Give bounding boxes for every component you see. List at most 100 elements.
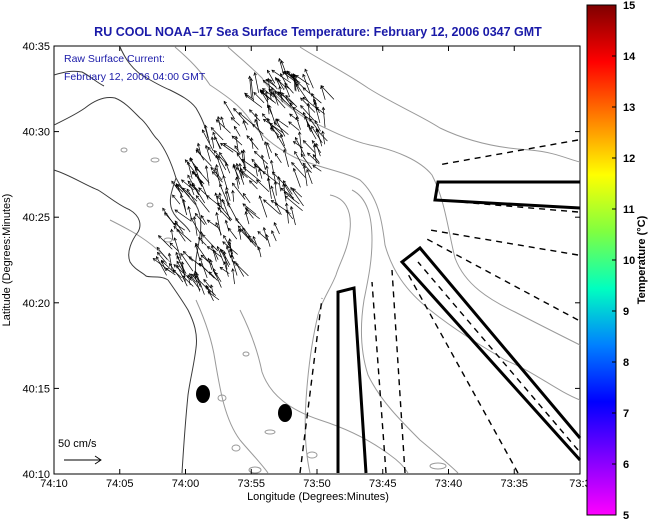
current-vector xyxy=(256,179,270,193)
current-vector-head xyxy=(156,255,160,260)
current-vector xyxy=(230,117,240,126)
current-vector-head xyxy=(216,195,220,200)
current-vector xyxy=(273,222,280,235)
current-vector xyxy=(288,121,300,131)
current-vector-head xyxy=(314,120,318,124)
current-vector xyxy=(312,154,320,163)
current-vector xyxy=(286,203,289,224)
current-vector-head xyxy=(241,171,245,175)
current-vector xyxy=(290,206,296,226)
radial-dashed-lines xyxy=(299,139,579,474)
current-vector xyxy=(219,192,222,208)
current-vector xyxy=(266,142,272,153)
current-vector-head xyxy=(204,165,209,169)
current-vector-head xyxy=(264,90,269,95)
current-vector xyxy=(249,109,261,122)
x-tick-label: 73:55 xyxy=(237,478,265,490)
current-vector xyxy=(285,95,298,108)
current-vector-head xyxy=(199,257,203,262)
current-vector-head xyxy=(233,107,237,112)
current-vector xyxy=(194,166,210,184)
current-vector-head xyxy=(182,275,186,279)
current-vector-head xyxy=(217,202,221,206)
current-vector xyxy=(158,235,173,250)
current-vector xyxy=(236,177,239,189)
current-vector xyxy=(221,249,231,266)
x-tick-label: 74:10 xyxy=(40,478,68,490)
current-vector-head xyxy=(174,209,179,213)
current-vector xyxy=(182,275,194,287)
current-vector xyxy=(281,60,289,80)
current-vector-head xyxy=(295,75,299,79)
current-vector-head xyxy=(292,107,297,111)
current-vector-head xyxy=(281,91,285,96)
current-vector-head xyxy=(284,85,288,89)
current-vector-head xyxy=(184,159,189,163)
current-vector-head xyxy=(277,78,281,83)
current-vector xyxy=(203,279,212,289)
x-tick-label: 73:45 xyxy=(369,478,397,490)
current-vector-head xyxy=(190,217,194,221)
current-vector-head xyxy=(275,202,279,206)
current-vector-head xyxy=(196,142,201,147)
current-vector xyxy=(254,119,264,141)
current-vector-head xyxy=(224,190,229,195)
current-vector xyxy=(171,180,183,195)
current-vector xyxy=(174,237,182,261)
current-vector-head xyxy=(302,73,306,78)
current-vector-head xyxy=(211,171,216,175)
current-vector xyxy=(300,105,317,123)
contour-blobs xyxy=(120,147,447,474)
current-vector-head xyxy=(274,152,279,157)
current-vector xyxy=(228,228,238,240)
current-vector xyxy=(231,135,243,146)
current-vector-head xyxy=(222,250,227,255)
current-vector xyxy=(274,181,277,196)
current-vector-head xyxy=(269,79,273,83)
current-vector-head xyxy=(238,162,242,167)
current-vector-head xyxy=(207,257,211,262)
current-vector-head xyxy=(203,278,207,283)
current-vector-head xyxy=(234,135,239,140)
current-vector-head xyxy=(302,164,307,169)
current-vector xyxy=(263,227,268,241)
current-vector xyxy=(234,145,241,155)
current-vector-head xyxy=(235,262,239,267)
current-vector-head xyxy=(252,235,256,240)
current-vector-head xyxy=(302,140,307,144)
current-vector-head xyxy=(223,234,227,239)
current-vector-head xyxy=(180,179,185,183)
current-vector xyxy=(322,131,326,145)
current-vector xyxy=(202,234,219,252)
current-vector xyxy=(217,156,227,171)
current-vector-head xyxy=(233,125,238,130)
current-vector xyxy=(245,211,250,225)
current-vector xyxy=(223,261,229,277)
current-vector-head xyxy=(189,157,193,161)
x-tick-label: 74:05 xyxy=(106,478,134,490)
current-vector-head xyxy=(188,256,193,260)
current-vector xyxy=(184,159,195,172)
current-vector xyxy=(290,187,304,207)
y-tick-label: 40:30 xyxy=(22,127,50,139)
current-vector xyxy=(190,157,196,169)
current-vector xyxy=(212,171,223,183)
current-vector xyxy=(242,120,248,131)
current-vector xyxy=(274,153,282,164)
current-vector xyxy=(172,194,181,205)
current-vector-head xyxy=(251,158,255,163)
current-vector-head xyxy=(223,143,227,147)
current-vector xyxy=(313,99,320,114)
current-vector xyxy=(295,137,306,157)
current-vector xyxy=(221,199,231,221)
current-vector xyxy=(270,186,277,204)
current-vector-head xyxy=(256,179,260,183)
current-vector-head xyxy=(194,270,198,275)
current-vector-head xyxy=(292,141,297,145)
current-vector-head xyxy=(242,149,246,153)
current-vector xyxy=(215,119,231,134)
current-vector xyxy=(266,165,271,187)
current-vector xyxy=(196,273,205,295)
current-vector-head xyxy=(282,182,286,187)
current-vector-head xyxy=(292,167,297,172)
